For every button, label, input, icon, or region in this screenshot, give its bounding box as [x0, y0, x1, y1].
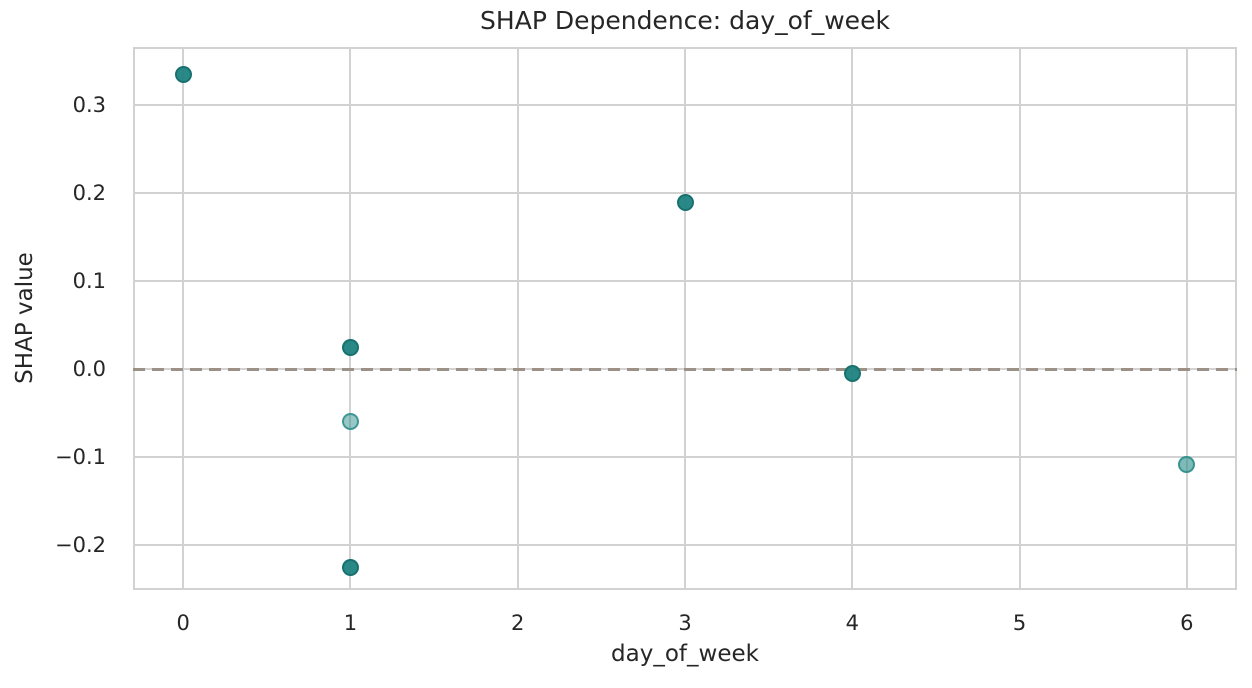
x-tick-label-3: 3	[678, 611, 692, 635]
data-point-4	[676, 194, 694, 212]
y-tick-label-0.1: 0.1	[72, 269, 106, 294]
x-tick-label-1: 1	[343, 611, 358, 635]
gridline-horizontal-0.2	[133, 192, 1237, 195]
data-point-6	[1178, 455, 1196, 473]
y-tick-label-0.0: 0.0	[72, 357, 106, 382]
y-tick-label-0.3: 0.3	[72, 93, 106, 118]
x-tick-label-0: 0	[176, 611, 190, 635]
data-point-0	[174, 65, 192, 83]
y-tick-label-0.2: 0.2	[72, 181, 106, 206]
x-tick-label-5: 5	[1012, 611, 1027, 635]
x-axis-label: day_of_week	[611, 641, 759, 667]
gridline-vertical-3	[684, 47, 686, 590]
gridline-vertical-5	[1018, 47, 1021, 590]
y-tick-label-−0.1: −0.1	[55, 445, 106, 470]
x-tick-label-2: 2	[511, 611, 525, 635]
chart-title: SHAP Dependence: day_of_week	[480, 6, 890, 35]
data-point-2	[341, 413, 359, 431]
gridline-vertical-6	[1185, 47, 1188, 590]
gridline-vertical-1	[349, 47, 352, 590]
y-tick-label-−0.2: −0.2	[55, 533, 106, 558]
data-point-3	[341, 558, 359, 576]
gridline-vertical-2	[516, 47, 519, 590]
gridline-vertical-0	[182, 47, 185, 590]
gridline-horizontal-−0.1	[133, 456, 1237, 459]
zero-reference-line	[133, 367, 1237, 371]
x-tick-label-6: 6	[1180, 611, 1194, 635]
gridline-horizontal-0.1	[133, 280, 1237, 283]
gridline-vertical-4	[851, 47, 854, 590]
gridline-horizontal-−0.2	[133, 544, 1237, 547]
data-point-1	[341, 339, 359, 357]
x-tick-label-4: 4	[845, 611, 859, 635]
data-point-5	[843, 365, 861, 382]
gridline-horizontal-0.3	[133, 104, 1237, 107]
